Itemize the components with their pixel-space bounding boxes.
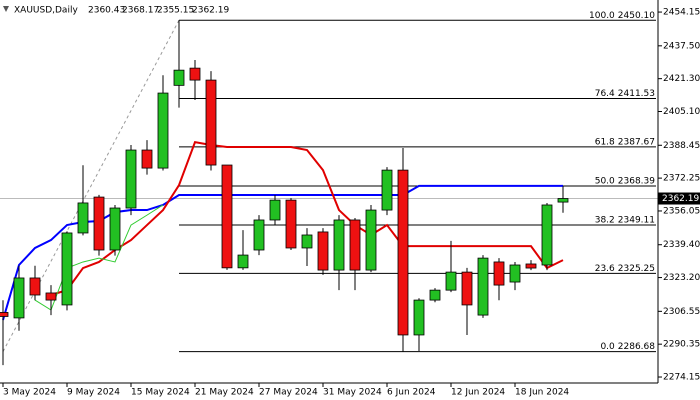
candle-body bbox=[189, 67, 201, 81]
y-tick-label: 2356.05 bbox=[663, 206, 700, 216]
indicator-line bbox=[50, 140, 564, 296]
fib-level: 23.6 bbox=[595, 264, 615, 274]
candle-body bbox=[525, 263, 537, 269]
fib-value: 2349.11 bbox=[618, 216, 655, 226]
x-tick-label: 27 May 2024 bbox=[259, 388, 318, 398]
candle-body bbox=[253, 219, 265, 251]
fib-level: 61.8 bbox=[595, 137, 615, 147]
y-tick-label: 2339.40 bbox=[663, 240, 700, 250]
candle-body bbox=[141, 149, 153, 169]
fib-level: 76.4 bbox=[595, 89, 615, 99]
x-tick-label: 21 May 2024 bbox=[195, 388, 254, 398]
y-tick-label: 2437.50 bbox=[663, 41, 700, 51]
y-tick-label: 2306.55 bbox=[663, 307, 700, 317]
fib-level: 50.0 bbox=[595, 176, 615, 186]
candle-body bbox=[557, 198, 569, 203]
symbol-icon bbox=[3, 6, 9, 12]
candle-body bbox=[109, 207, 121, 251]
candle-body bbox=[381, 169, 393, 211]
candle-body bbox=[221, 164, 233, 269]
candle-body bbox=[445, 271, 457, 291]
header-open: 2360.43 bbox=[88, 6, 125, 16]
candle-body bbox=[13, 277, 25, 319]
candle-body bbox=[333, 219, 345, 271]
candle-body bbox=[0, 312, 9, 317]
candle-body bbox=[269, 199, 281, 221]
candle-body bbox=[541, 204, 553, 266]
header-close: 2362.19 bbox=[192, 6, 229, 16]
header-high: 2368.17 bbox=[122, 6, 159, 16]
y-tick-label: 2405.10 bbox=[663, 107, 700, 117]
candle-body bbox=[173, 69, 185, 86]
candle-body bbox=[349, 219, 361, 271]
fib-value: 2325.25 bbox=[618, 264, 655, 274]
fib-value: 2387.67 bbox=[618, 137, 655, 147]
y-tick-label: 2274.15 bbox=[663, 373, 700, 383]
x-tick-label: 3 May 2024 bbox=[3, 388, 56, 398]
candle-body bbox=[397, 169, 409, 336]
symbol: XAUUSD,Daily bbox=[14, 6, 78, 16]
candle-body bbox=[509, 264, 521, 283]
x-tick-label: 18 Jun 2024 bbox=[515, 388, 569, 398]
candle-body bbox=[205, 79, 217, 166]
candle-body bbox=[461, 271, 473, 306]
y-tick-label: 2290.35 bbox=[663, 340, 700, 350]
y-tick-label: 2454.15 bbox=[663, 8, 700, 18]
candle-body bbox=[125, 149, 137, 209]
y-tick-label: 2421.30 bbox=[663, 74, 700, 84]
x-tick-label: 6 Jun 2024 bbox=[387, 388, 436, 398]
fib-level: 100.0 bbox=[589, 11, 615, 21]
fib-value: 2450.10 bbox=[618, 11, 655, 21]
fib-value: 2411.53 bbox=[618, 89, 655, 99]
candle-body bbox=[285, 199, 297, 249]
candle-body bbox=[317, 231, 329, 271]
header-low: 2355.15 bbox=[157, 6, 194, 16]
candle-body bbox=[477, 257, 489, 316]
candle-body bbox=[61, 232, 73, 306]
y-tick-label: 2323.20 bbox=[663, 273, 700, 283]
fib-value: 2368.39 bbox=[618, 176, 655, 186]
candle-body bbox=[493, 261, 505, 286]
x-tick-label: 12 Jun 2024 bbox=[451, 388, 505, 398]
candle-body bbox=[29, 277, 41, 296]
fib-value: 2286.68 bbox=[618, 342, 655, 352]
fib-level: 38.2 bbox=[595, 216, 615, 226]
candle-body bbox=[413, 299, 425, 336]
fib-trend bbox=[2, 20, 180, 352]
x-tick-label: 15 May 2024 bbox=[131, 388, 190, 398]
x-tick-label: 9 May 2024 bbox=[67, 388, 120, 398]
candle-body bbox=[93, 196, 105, 251]
fib-level: 0.0 bbox=[600, 342, 615, 352]
candle-body bbox=[301, 234, 313, 249]
price-tag-label: 2362.19 bbox=[662, 194, 699, 204]
candle-body bbox=[429, 289, 441, 301]
candle-body bbox=[157, 92, 169, 169]
x-tick-label: 31 May 2024 bbox=[323, 388, 382, 398]
candle-body bbox=[45, 292, 57, 301]
y-tick-label: 2388.45 bbox=[663, 141, 700, 151]
candle-body bbox=[77, 202, 89, 234]
candle-body bbox=[237, 254, 249, 269]
price-tag bbox=[658, 192, 700, 205]
candle-body bbox=[365, 209, 377, 271]
y-tick-label: 2372.25 bbox=[663, 174, 700, 184]
